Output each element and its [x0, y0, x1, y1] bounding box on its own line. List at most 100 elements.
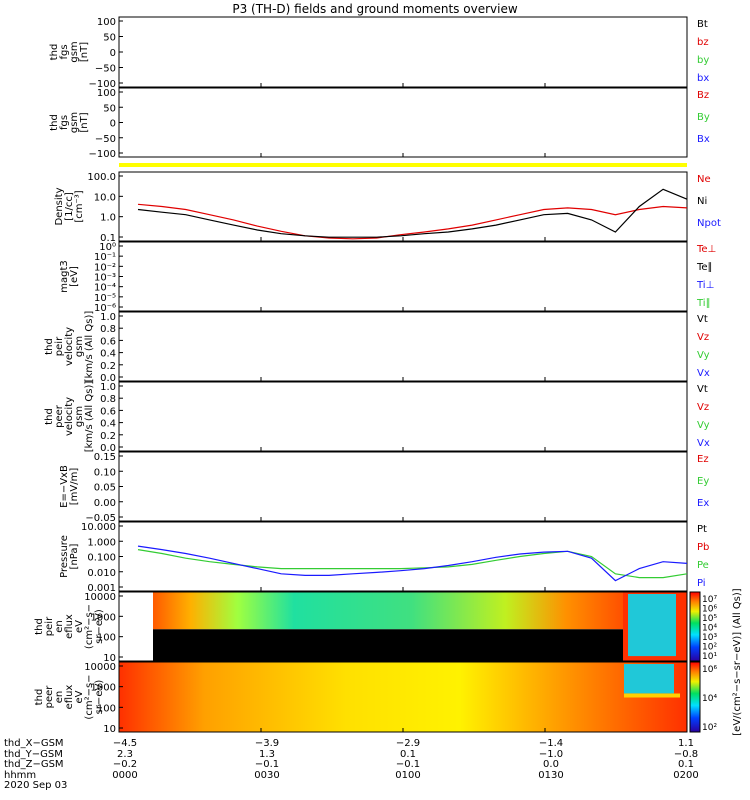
y-tick-label: 1000: [91, 683, 116, 694]
legend-ey: Ey: [697, 476, 709, 487]
legend-te∥: Te∥: [696, 262, 713, 273]
legend-by: by: [697, 55, 709, 66]
legend-bz: bz: [697, 37, 709, 48]
legend-bt: Bt: [697, 19, 708, 30]
y-tick-label: 10⁻²: [94, 262, 116, 273]
y-axis-label: [cm⁻³]: [74, 190, 85, 222]
ion-spec-late-flux: [628, 594, 676, 657]
ephem-value: 0100: [395, 769, 421, 781]
legend-vy: Vy: [697, 350, 710, 361]
y-tick-label: 0.10: [94, 467, 116, 478]
y-axis-label: (cm²−s−: [84, 674, 95, 719]
y-tick-label: 0.1: [100, 233, 116, 244]
y-tick-label: 1.0: [100, 213, 116, 224]
y-tick-label: −100: [89, 79, 116, 90]
ephem-date: 2020 Sep 03: [4, 780, 68, 791]
y-tick-label: 0.010: [87, 568, 116, 579]
colorbar-tick-label: 10¹: [702, 652, 717, 662]
y-tick-label: 0.4: [100, 349, 116, 360]
y-tick-label: 50: [103, 33, 116, 44]
colorbar-tick-label: 10⁶: [702, 605, 717, 615]
ephem-value: −0.1: [395, 759, 421, 770]
y-axis-label: en: [54, 691, 65, 704]
ephem-value: 0200: [673, 769, 699, 781]
legend-bx: bx: [697, 73, 709, 84]
panel-frame: [118, 87, 688, 158]
y-tick-label: 100: [97, 703, 116, 714]
ephem-value: 1.3: [259, 748, 275, 760]
y-axis-label: eflux: [64, 614, 75, 639]
y-axis-label: peir: [54, 336, 65, 356]
y-axis-label: [nPa]: [69, 543, 80, 569]
panel-density: 100.0 10.0 1.0 0.1 Density [1/cc] [cm⁻³] Ne Ni Np…: [54, 171, 721, 244]
y-axis-label: eV: [74, 620, 85, 633]
ephem-label-hhmm: hhmm: [4, 769, 37, 781]
legend-pi: Pi: [697, 578, 706, 589]
ephem-value: −0.2: [112, 759, 138, 770]
ion-spec-flux: [153, 592, 623, 630]
ephem-value: 0000: [112, 769, 138, 781]
y-tick-label: 10⁻⁴: [94, 283, 116, 294]
ephem-value: −1.0: [538, 748, 564, 760]
ephem-value: 0.1: [678, 759, 694, 770]
ephem-value: 1.1: [678, 738, 694, 749]
y-axis-label: gsm: [69, 41, 80, 62]
y-tick-label: 0.15: [94, 452, 116, 463]
colorbar-tick-label: 10⁴: [702, 624, 717, 634]
colorbar: [689, 661, 701, 733]
y-axis-label: [km/s (All Qs)]: [84, 311, 95, 383]
ephem-label-z: thd_Z−GSM: [4, 759, 64, 770]
y-tick-label: 0.2: [100, 361, 116, 372]
ephem-value: 0130: [538, 769, 564, 781]
y-axis-label: [mV/m]: [69, 468, 80, 506]
y-axis-label: fgs: [59, 115, 70, 130]
y-axis-label: [eV]: [69, 266, 80, 287]
y-axis-label: velocity: [64, 327, 75, 366]
y-tick-label: 10.000: [81, 522, 116, 533]
y-tick-label: 0: [110, 119, 116, 130]
y-axis-label: velocity: [64, 397, 75, 436]
legend-npot: Npot: [697, 218, 721, 229]
panel-frame: [118, 381, 688, 452]
y-tick-label: 0: [110, 48, 116, 59]
colorbar-tick-label: 10⁶: [702, 665, 717, 675]
panel-frame: [118, 451, 688, 522]
y-tick-label: −50: [95, 134, 116, 145]
legend-vx: Vx: [697, 368, 710, 379]
y-tick-label: 10000: [84, 662, 116, 673]
y-tick-label: 50: [103, 103, 116, 114]
colorbar-tick-label: 10⁴: [702, 694, 717, 704]
y-tick-label: 0.8: [100, 324, 116, 335]
y-tick-label: 10⁰: [99, 242, 116, 253]
y-tick-label: 100: [97, 88, 116, 99]
colorbar-label: [eV/(cm²−s−sr−eV)] (All Qs)]: [732, 588, 743, 736]
y-axis-label: eV: [74, 690, 85, 703]
ephem-value: −2.9: [395, 738, 421, 749]
panel-ion-velocity: 1.00.80.6 0.40.20.0 thd peir velocity gsm [km/…: [44, 311, 710, 384]
y-axis-label: magt3: [59, 260, 70, 293]
colorbar-tick-label: 10²: [702, 643, 717, 653]
y-tick-label: 1.000: [87, 537, 116, 548]
quality-flag-bar: [119, 163, 687, 167]
y-tick-label: 10⁻⁵: [94, 293, 116, 304]
y-tick-label: 100.0: [87, 172, 116, 183]
panel-pressure: 10.000 1.000 0.100 0.010 0.001 Pressure [nPa] P…: [59, 521, 709, 594]
plot-title: P3 (TH-D) fields and ground moments over…: [232, 2, 518, 16]
panel-electron-velocity: 1.00.80.6 0.40.20.0 thd peer velocity gsm [km/…: [44, 381, 710, 454]
y-axis-label: thd: [34, 689, 45, 706]
y-axis-label: sr−eV): [94, 609, 105, 644]
legend-vt: Vt: [697, 314, 708, 325]
colorbar-tick-label: 10²: [702, 723, 717, 733]
legend-vz: Vz: [697, 332, 709, 343]
y-axis-label: peer: [54, 404, 65, 428]
panel-fgs-nT-2: 100 50 0 −50 −100 thd fgs gsm [nT] Bz By Bx: [49, 87, 710, 160]
panel-electron-spec: 10000 1000 100 10 thd peer en eflux eV (cm²−s− sr−…: [34, 661, 717, 735]
ephem-value: 0030: [254, 769, 280, 781]
y-tick-label: 100: [97, 17, 116, 28]
series-ne: [137, 203, 688, 240]
electron-spec-late-flux: [624, 664, 674, 694]
legend-by: By: [697, 112, 710, 123]
y-tick-label: 1000: [91, 612, 116, 623]
y-tick-label: 0.8: [100, 394, 116, 405]
y-tick-label: 10.0: [94, 192, 116, 203]
